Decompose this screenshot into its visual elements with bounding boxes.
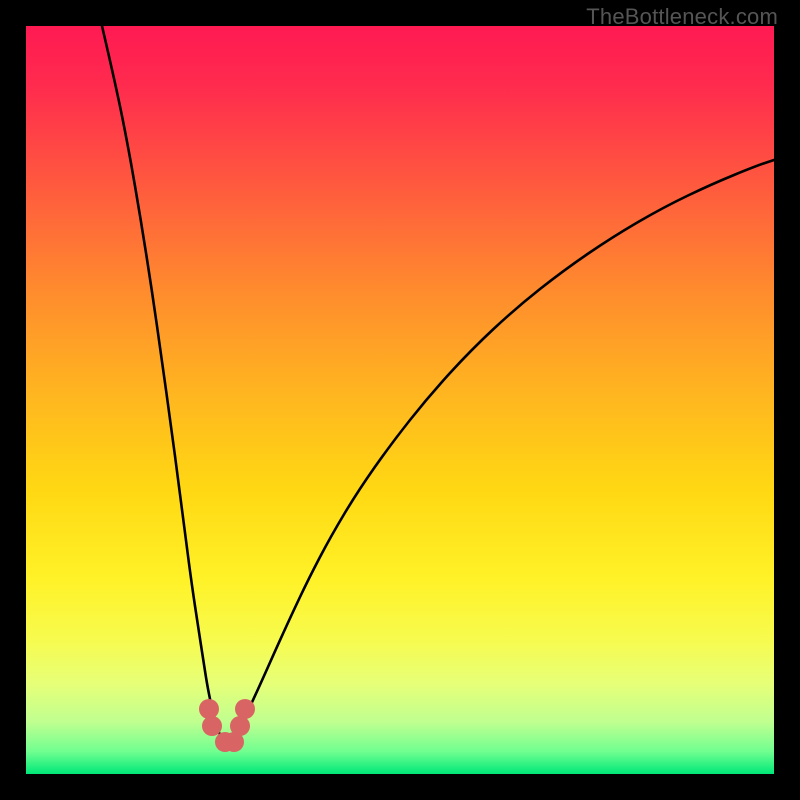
bottleneck-curve (26, 26, 774, 774)
curve-path (102, 26, 774, 741)
plot-area (26, 26, 774, 774)
valley-marker (235, 699, 255, 719)
chart-frame: TheBottleneck.com (0, 0, 800, 800)
valley-marker (199, 699, 219, 719)
watermark-text: TheBottleneck.com (586, 4, 778, 30)
valley-marker (230, 716, 250, 736)
valley-marker (202, 716, 222, 736)
